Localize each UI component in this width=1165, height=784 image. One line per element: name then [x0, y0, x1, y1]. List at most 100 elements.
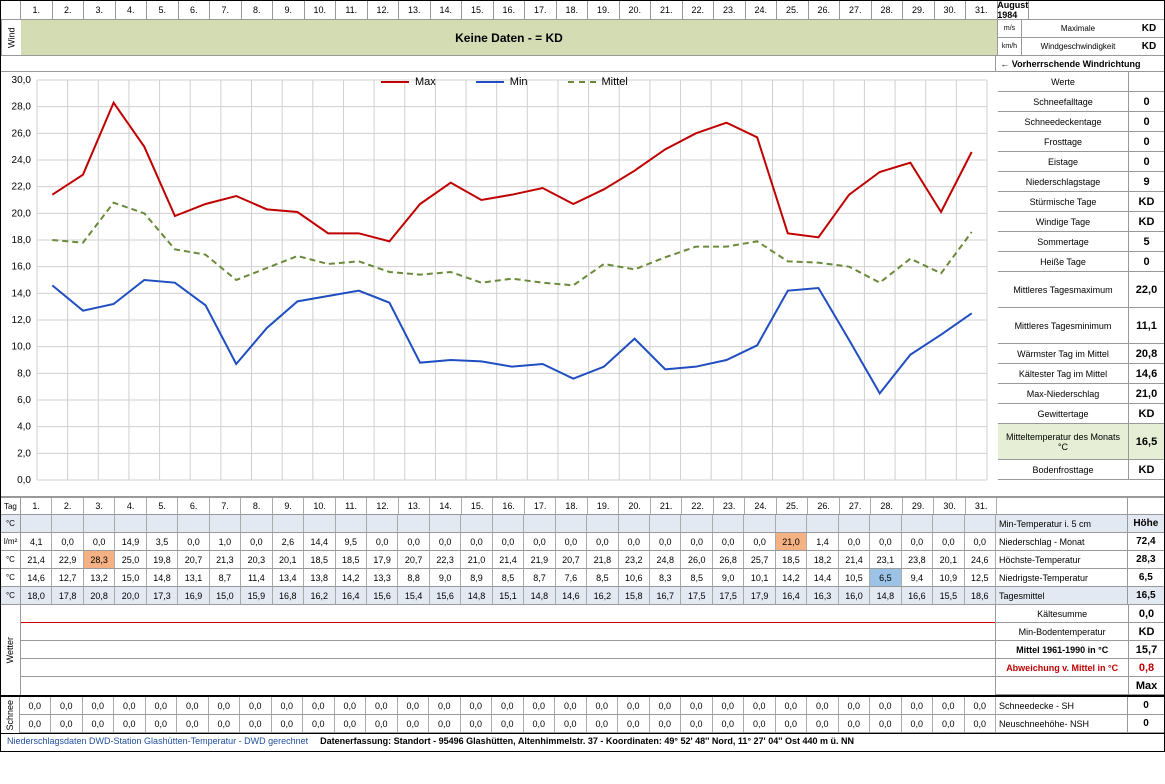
wetter-label: Wetter — [5, 637, 15, 663]
tag-cell: 3. — [84, 498, 116, 514]
data-cell: 15,6 — [430, 587, 461, 604]
stat-row: Frosttage0 — [998, 132, 1164, 152]
data-cell: 15,0 — [210, 587, 241, 604]
data-cell — [430, 515, 461, 532]
tag-cell: 4. — [115, 498, 147, 514]
tag-cell: 5. — [147, 498, 179, 514]
data-cell: 21,0 — [461, 551, 492, 568]
data-cell: 0,0 — [84, 533, 115, 550]
data-cell: 0,0 — [902, 533, 933, 550]
data-cell: 0,0 — [933, 533, 964, 550]
day-header-cell: 4. — [116, 1, 148, 19]
data-cell: 14,4 — [807, 569, 838, 586]
data-cell: 3,5 — [147, 533, 178, 550]
tag-cell: 26. — [808, 498, 840, 514]
data-cell: 25,0 — [115, 551, 146, 568]
data-cell: 16,2 — [587, 587, 618, 604]
svg-text:2,0: 2,0 — [17, 448, 31, 459]
data-row: °CMin-Temperatur i. 5 cmHöhe — [1, 515, 1164, 533]
data-cell: 8,9 — [461, 569, 492, 586]
data-cell: 1,0 — [210, 533, 241, 550]
data-cell: 17,5 — [681, 587, 712, 604]
data-cell — [839, 515, 870, 532]
svg-text:20,0: 20,0 — [12, 208, 32, 219]
tag-cell: 8. — [241, 498, 273, 514]
data-cell — [367, 515, 398, 532]
tag-cell: 11. — [336, 498, 368, 514]
data-cell — [744, 515, 775, 532]
footer-location: Datenerfassung: Standort - 95496 Glashüt… — [314, 734, 1164, 751]
data-cell: 15,6 — [367, 587, 398, 604]
stat-row: Sommertage5 — [998, 232, 1164, 252]
data-cell: 0,0 — [713, 533, 744, 550]
stat-row: Niederschlagstage9 — [998, 172, 1164, 192]
data-cell — [147, 515, 178, 532]
day-header-cell: 18. — [557, 1, 589, 19]
data-cell: 15,5 — [933, 587, 964, 604]
data-cell: 2,6 — [273, 533, 304, 550]
day-header-cell: 21. — [651, 1, 683, 19]
data-cell — [587, 515, 618, 532]
data-cell: 28,3 — [84, 551, 115, 568]
tag-cell: 2. — [52, 498, 84, 514]
data-cell: 9,5 — [336, 533, 367, 550]
data-cell — [178, 515, 209, 532]
data-cell: 16,6 — [902, 587, 933, 604]
stat-row: Mittleres Tagesminimum11,1 — [998, 308, 1164, 344]
data-table: °CMin-Temperatur i. 5 cmHöhel/m²4,10,00,… — [1, 515, 1164, 605]
data-cell: 17,5 — [713, 587, 744, 604]
tag-cell: 19. — [588, 498, 620, 514]
data-cell: 0,0 — [587, 533, 618, 550]
data-cell: 8,3 — [650, 569, 681, 586]
data-row: °C14,612,713,215,014,813,18,711,413,413,… — [1, 569, 1164, 587]
stat-row: Mitteltemperatur des Monats °C16,5 — [998, 424, 1164, 460]
data-cell — [965, 515, 996, 532]
tag-cell: 9. — [273, 498, 305, 514]
data-cell: 0,0 — [870, 533, 901, 550]
svg-text:26,0: 26,0 — [12, 128, 32, 139]
data-cell: 11,4 — [241, 569, 272, 586]
data-cell: 0,0 — [650, 533, 681, 550]
data-cell: 15,9 — [241, 587, 272, 604]
day-header-cell: 6. — [179, 1, 211, 19]
day-header-cell: 19. — [588, 1, 620, 19]
data-cell — [776, 515, 807, 532]
stat-row: Mittleres Tagesmaximum22,0 — [998, 272, 1164, 308]
data-cell — [681, 515, 712, 532]
tag-cell: 23. — [714, 498, 746, 514]
data-cell — [336, 515, 367, 532]
tag-cell: 21. — [651, 498, 683, 514]
data-cell: 14,6 — [556, 587, 587, 604]
data-cell — [902, 515, 933, 532]
wind-direction: ← Vorherrschende Windrichtung — [996, 56, 1164, 71]
tag-cell: 12. — [367, 498, 399, 514]
stats-column: WerteSchneefalltage0Schneedeckentage0Fro… — [998, 72, 1164, 496]
stat-row: Schneefalltage0 — [998, 92, 1164, 112]
data-cell: 21,4 — [21, 551, 52, 568]
data-cell: 0,0 — [556, 533, 587, 550]
data-cell: 15,4 — [398, 587, 429, 604]
tag-cell: 27. — [840, 498, 872, 514]
data-cell: 14,6 — [21, 569, 52, 586]
tag-cell: 10. — [304, 498, 336, 514]
svg-text:12,0: 12,0 — [12, 315, 32, 326]
tag-cell: 16. — [493, 498, 525, 514]
tag-cell: 18. — [556, 498, 588, 514]
stat-row: Wärmster Tag im Mittel20,8 — [998, 344, 1164, 364]
data-cell: 9,0 — [713, 569, 744, 586]
data-cell: 17,3 — [147, 587, 178, 604]
day-header-cell: 13. — [399, 1, 431, 19]
wind-section: Wind Keine Daten - = KD m/s Maximale KD … — [1, 20, 1164, 56]
day-header-cell: 29. — [903, 1, 935, 19]
data-cell: 21,0 — [776, 533, 807, 550]
svg-text:16,0: 16,0 — [12, 262, 32, 273]
day-header-cell: 26. — [809, 1, 841, 19]
data-cell: 0,0 — [461, 533, 492, 550]
day-header-cell: 1. — [21, 1, 53, 19]
data-cell: 18,2 — [807, 551, 838, 568]
data-cell: 13,1 — [178, 569, 209, 586]
data-cell: 16,8 — [273, 587, 304, 604]
data-cell: 0,0 — [430, 533, 461, 550]
data-cell: 15,8 — [619, 587, 650, 604]
data-cell: 24,8 — [650, 551, 681, 568]
